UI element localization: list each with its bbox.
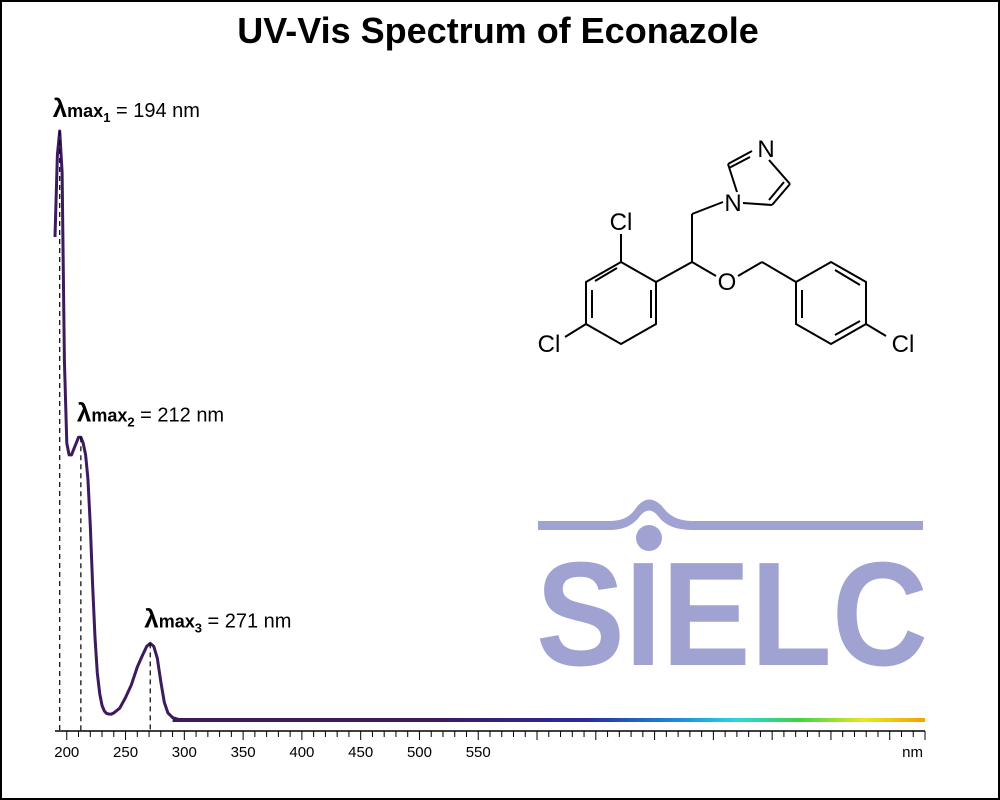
x-tick-label: 550 [466, 744, 491, 761]
econazole-structure [564, 150, 887, 346]
atom-label-cl-para-left: Cl [538, 331, 561, 358]
logo-dot [636, 525, 662, 551]
atom-label-cl-ortho: Cl [610, 209, 633, 236]
atom-label-n-ring: N [724, 190, 741, 217]
x-tick-label: 350 [231, 744, 256, 761]
x-tick-label: 450 [348, 744, 373, 761]
logo-text: SIELC [536, 532, 928, 697]
x-axis: 200 250 300 350 400 450 500 550 nm [54, 730, 926, 761]
x-tick-label: 200 [54, 744, 79, 761]
atom-label-cl-para-right: Cl [892, 331, 915, 358]
spectrum-series [53, 129, 185, 722]
logo-wave [538, 499, 923, 530]
peak-label: λmax3 = 271 nm [144, 603, 291, 635]
sielc-logo: SIELC [536, 499, 928, 697]
atom-label-n-top: N [757, 136, 774, 163]
chart-title: UV-Vis Spectrum of Econazole [237, 10, 759, 51]
spectrum-baseline-band [172, 718, 925, 722]
x-axis-unit-label: nm [902, 744, 923, 761]
peak-label: λmax1 = 194 nm [53, 93, 200, 125]
spectrum-baseline [172, 718, 925, 722]
peak-markers: λmax1 = 194 nm λmax2 = 212 nm λmax3 = 271 … [53, 93, 291, 731]
x-tick-label: 400 [289, 744, 314, 761]
x-tick-label: 250 [113, 744, 138, 761]
x-tick-label: 300 [172, 744, 197, 761]
structure-atom-labels: N N Cl O Cl Cl [538, 136, 915, 358]
atom-label-o: O [718, 269, 737, 296]
spectrum-line [53, 129, 185, 722]
x-tick-label: 500 [407, 744, 432, 761]
peak-label: λmax2 = 212 nm [77, 397, 224, 429]
